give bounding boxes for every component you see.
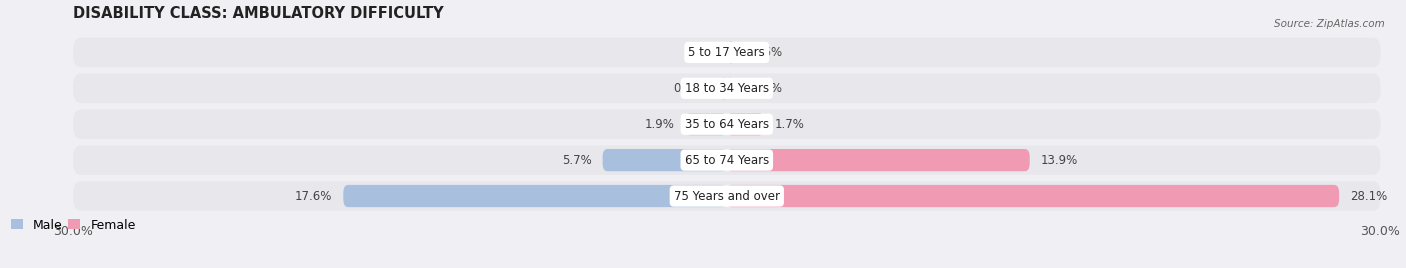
Text: 1.9%: 1.9% xyxy=(644,118,675,131)
Text: 18 to 34 Years: 18 to 34 Years xyxy=(685,82,769,95)
FancyBboxPatch shape xyxy=(727,149,1029,171)
FancyBboxPatch shape xyxy=(73,181,1381,211)
Text: 1.7%: 1.7% xyxy=(775,118,804,131)
FancyBboxPatch shape xyxy=(73,110,1381,139)
Text: 13.9%: 13.9% xyxy=(1040,154,1078,167)
Text: 5 to 17 Years: 5 to 17 Years xyxy=(689,46,765,59)
FancyBboxPatch shape xyxy=(343,185,727,207)
FancyBboxPatch shape xyxy=(73,38,1381,67)
Text: 5.7%: 5.7% xyxy=(562,154,592,167)
Text: 65 to 74 Years: 65 to 74 Years xyxy=(685,154,769,167)
Text: 0.24%: 0.24% xyxy=(673,82,710,95)
Text: DISABILITY CLASS: AMBULATORY DIFFICULTY: DISABILITY CLASS: AMBULATORY DIFFICULTY xyxy=(73,6,444,21)
FancyBboxPatch shape xyxy=(603,149,727,171)
FancyBboxPatch shape xyxy=(685,113,727,135)
Text: 0.33%: 0.33% xyxy=(745,82,782,95)
Text: 75 Years and over: 75 Years and over xyxy=(673,189,780,203)
FancyBboxPatch shape xyxy=(727,185,1339,207)
FancyBboxPatch shape xyxy=(73,146,1381,175)
Text: 35 to 64 Years: 35 to 64 Years xyxy=(685,118,769,131)
Text: 17.6%: 17.6% xyxy=(295,189,332,203)
Text: Source: ZipAtlas.com: Source: ZipAtlas.com xyxy=(1274,19,1385,29)
Text: 28.1%: 28.1% xyxy=(1350,189,1388,203)
Text: 0.36%: 0.36% xyxy=(745,46,783,59)
FancyBboxPatch shape xyxy=(721,77,727,99)
FancyBboxPatch shape xyxy=(727,77,734,99)
FancyBboxPatch shape xyxy=(727,113,763,135)
FancyBboxPatch shape xyxy=(73,74,1381,103)
FancyBboxPatch shape xyxy=(727,41,735,64)
Legend: Male, Female: Male, Female xyxy=(6,214,141,237)
Text: 0.0%: 0.0% xyxy=(686,46,716,59)
